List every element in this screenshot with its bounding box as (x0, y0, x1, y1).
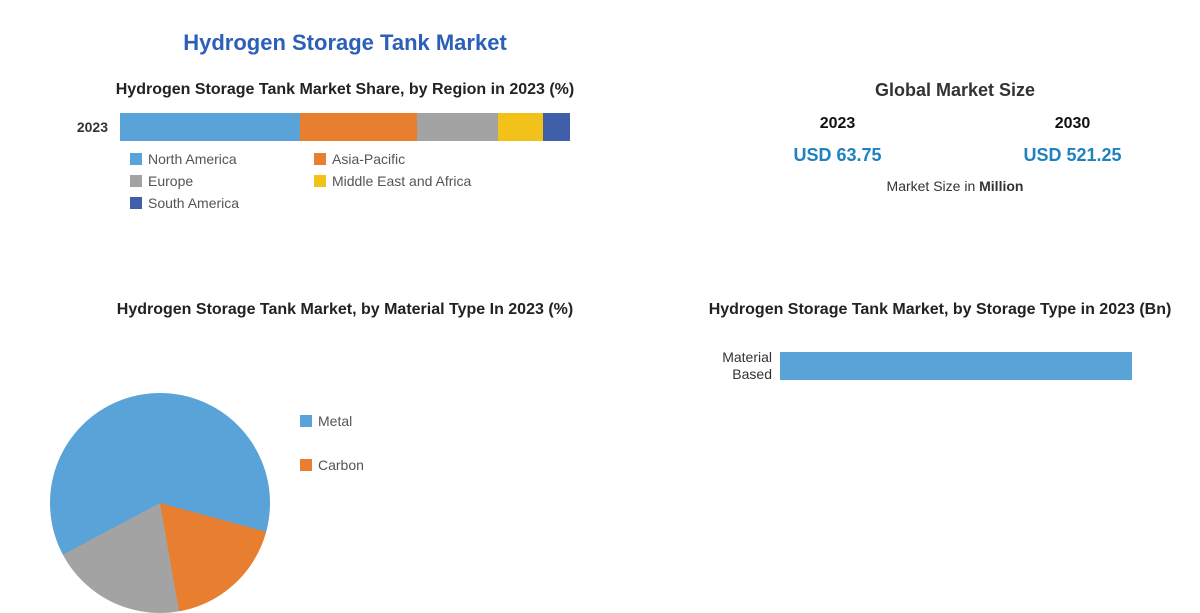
gms-year-1: 2030 (955, 115, 1190, 133)
storage-bar-label: Material Based (690, 349, 780, 383)
gms-year-0: 2023 (720, 115, 955, 133)
legend-label: Asia-Pacific (332, 151, 405, 167)
storage-type-panel: Hydrogen Storage Tank Market, by Storage… (670, 300, 1190, 580)
gms-value-1: USD 521.25 (955, 145, 1190, 166)
gms-note-bold: Million (979, 178, 1023, 194)
region-legend: North America Asia-Pacific Europe Middle Ea… (40, 151, 560, 211)
main-title: Hydrogen Storage Tank Market (40, 20, 650, 70)
region-segment (498, 113, 543, 141)
region-stacked-bar: 2023 (40, 113, 650, 141)
pie-chart (50, 393, 270, 613)
legend-item: Metal (300, 413, 460, 429)
storage-bar-track (780, 352, 1180, 380)
legend-label: North America (148, 151, 237, 167)
region-chart-title: Hydrogen Storage Tank Market Share, by R… (40, 80, 650, 101)
global-market-size-panel: Global Market Size 2023 2030 USD 63.75 U… (670, 80, 1190, 290)
legend-item: Europe (130, 173, 290, 189)
legend-label: South America (148, 195, 239, 211)
storage-bar-row: Material Based (690, 349, 1190, 383)
legend-swatch (300, 415, 312, 427)
pie-chart-title: Hydrogen Storage Tank Market, by Materia… (40, 300, 650, 321)
legend-label: Metal (318, 413, 352, 429)
region-segment (120, 113, 300, 141)
region-segment (417, 113, 498, 141)
gms-note: Market Size in Million (720, 178, 1190, 194)
storage-bar (780, 352, 1132, 380)
gms-title: Global Market Size (720, 80, 1190, 101)
legend-swatch (314, 175, 326, 187)
legend-swatch (130, 197, 142, 209)
legend-item: North America (130, 151, 290, 167)
legend-label: Middle East and Africa (332, 173, 471, 189)
legend-swatch (130, 175, 142, 187)
gms-value-0: USD 63.75 (720, 145, 955, 166)
legend-swatch (130, 153, 142, 165)
legend-label: Europe (148, 173, 193, 189)
material-type-panel: Hydrogen Storage Tank Market, by Materia… (40, 300, 650, 580)
legend-item: Asia-Pacific (314, 151, 474, 167)
region-year-label: 2023 (60, 119, 120, 135)
region-share-panel: Hydrogen Storage Tank Market Share, by R… (40, 80, 650, 290)
region-segment (543, 113, 570, 141)
legend-item: Middle East and Africa (314, 173, 474, 189)
legend-label: Carbon (318, 457, 364, 473)
legend-swatch (314, 153, 326, 165)
legend-item: Carbon (300, 457, 460, 473)
legend-item: South America (130, 195, 290, 211)
region-segment (300, 113, 417, 141)
legend-swatch (300, 459, 312, 471)
pie-legend: Metal Carbon (300, 413, 460, 473)
gms-note-prefix: Market Size in (887, 178, 980, 194)
storage-chart-title: Hydrogen Storage Tank Market, by Storage… (690, 300, 1190, 321)
